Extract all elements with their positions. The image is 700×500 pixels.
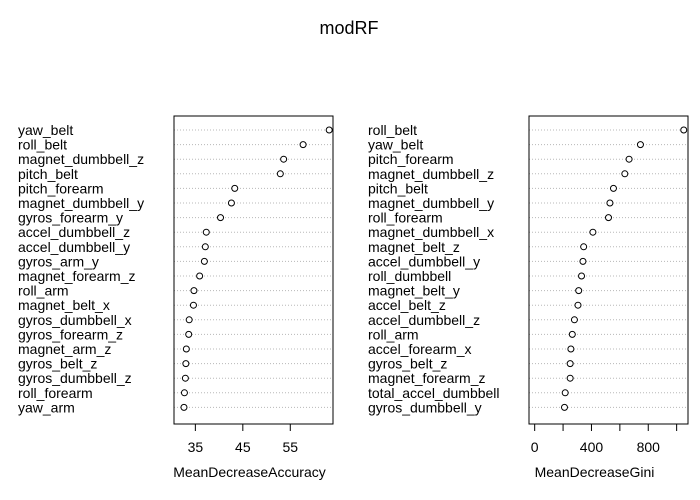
panel-mean-decrease-gini: roll_beltyaw_beltpitch_forearmmagnet_dum… (368, 115, 689, 480)
x-axis-title: MeanDecreaseGini (535, 464, 655, 480)
point-roll-forearm (605, 214, 612, 222)
point-roll-dumbbell (578, 272, 586, 280)
point-gyros-dumbbell-y (560, 403, 568, 411)
category-label-roll-arm: roll_arm (18, 283, 69, 299)
category-label-magnet-dumbbell-y: magnet_dumbbell_y (18, 195, 144, 211)
point-gyros-dumbbell-z (181, 374, 189, 382)
point-accel-belt-z (574, 301, 582, 309)
category-label-accel-forearm-x: accel_forearm_x (368, 341, 472, 357)
x-tick-label: 35 (188, 439, 204, 455)
point-accel-dumbbell-y (579, 257, 587, 265)
point-magnet-belt-x (189, 301, 197, 309)
point-gyros-forearm-z (185, 330, 193, 338)
category-label-roll-arm: roll_arm (368, 326, 419, 342)
category-label-gyros-dumbbell-y: gyros_dumbbell_y (368, 399, 482, 415)
category-label-magnet-arm-z: magnet_arm_z (18, 341, 111, 357)
category-label-gyros-forearm-y: gyros_forearm_y (18, 210, 123, 226)
category-label-magnet-belt-x: magnet_belt_x (18, 297, 110, 313)
category-label-accel-dumbbell-z: accel_dumbbell_z (18, 224, 130, 240)
category-label-yaw-belt: yaw_belt (368, 137, 423, 153)
point-magnet-arm-z (182, 345, 190, 353)
point-roll-arm (568, 330, 576, 338)
point-roll-arm (190, 287, 198, 295)
point-roll-forearm (180, 389, 188, 397)
chart-title: modRF (319, 18, 378, 38)
point-magnet-dumbbell-x (589, 228, 597, 236)
point-gyros-belt-z (566, 360, 574, 368)
x-tick-label: 55 (282, 439, 298, 455)
category-label-magnet-forearm-z: magnet_forearm_z (368, 370, 486, 386)
point-accel-dumbbell-z (570, 316, 578, 324)
point-gyros-forearm-y (217, 214, 225, 222)
point-magnet-forearm-z (566, 374, 574, 382)
category-label-gyros-dumbbell-z: gyros_dumbbell_z (18, 370, 132, 386)
point-accel-dumbbell-z (202, 228, 210, 236)
category-label-magnet-forearm-z: magnet_forearm_z (18, 268, 136, 284)
point-magnet-dumbbell-z (280, 155, 288, 163)
point-gyros-dumbbell-x (185, 316, 193, 324)
category-label-magnet-dumbbell-z: magnet_dumbbell_z (18, 151, 144, 167)
category-label-magnet-dumbbell-z: magnet_dumbbell_z (368, 166, 494, 182)
point-gyros-arm-y (200, 257, 208, 265)
category-label-magnet-belt-z: magnet_belt_z (368, 239, 460, 255)
point-roll-belt (680, 126, 688, 134)
point-magnet-forearm-z (196, 272, 204, 280)
category-label-yaw-belt: yaw_belt (18, 122, 73, 138)
point-yaw-arm (180, 403, 188, 411)
category-label-gyros-belt-z: gyros_belt_z (18, 356, 97, 372)
category-label-accel-dumbbell-y: accel_dumbbell_y (18, 239, 130, 255)
point-magnet-dumbbell-z (621, 170, 629, 178)
point-magnet-belt-y (575, 287, 583, 295)
category-label-roll-forearm: roll_forearm (368, 210, 443, 226)
x-tick-label: 45 (235, 439, 251, 455)
point-yaw-belt (325, 126, 333, 134)
panel-mean-decrease-accuracy: yaw_beltroll_beltmagnet_dumbbell_zpitch_… (18, 115, 334, 480)
category-label-accel-dumbbell-y: accel_dumbbell_y (368, 253, 480, 269)
point-accel-forearm-x (567, 345, 575, 353)
category-label-pitch-belt: pitch_belt (368, 180, 428, 196)
category-label-roll-forearm: roll_forearm (18, 385, 93, 401)
x-tick-label: 800 (637, 439, 661, 455)
category-label-gyros-belt-z: gyros_belt_z (368, 356, 447, 372)
category-label-pitch-belt: pitch_belt (18, 166, 78, 182)
x-axis-title: MeanDecreaseAccuracy (173, 464, 326, 480)
point-roll-belt (299, 141, 307, 149)
point-pitch-belt (276, 170, 284, 178)
point-magnet-dumbbell-y (606, 199, 614, 207)
point-pitch-forearm (231, 184, 239, 192)
point-magnet-belt-z (580, 243, 588, 251)
category-label-accel-belt-z: accel_belt_z (368, 297, 446, 313)
category-label-yaw-arm: yaw_arm (18, 399, 75, 415)
category-label-accel-dumbbell-z: accel_dumbbell_z (368, 312, 480, 328)
category-label-total-accel-dumbbell: total_accel_dumbbell (368, 385, 500, 401)
category-label-roll-belt: roll_belt (18, 137, 67, 153)
category-label-roll-dumbbell: roll_dumbbell (368, 268, 451, 284)
x-tick-label: 400 (580, 439, 604, 455)
category-label-gyros-forearm-z: gyros_forearm_z (18, 326, 123, 342)
category-label-magnet-dumbbell-x: magnet_dumbbell_x (368, 224, 494, 240)
point-pitch-forearm (625, 155, 633, 163)
category-label-roll-belt: roll_belt (368, 122, 417, 138)
category-label-pitch-forearm: pitch_forearm (18, 180, 104, 196)
category-label-pitch-forearm: pitch_forearm (368, 151, 454, 167)
x-tick-label: 0 (531, 439, 539, 455)
category-label-magnet-dumbbell-y: magnet_dumbbell_y (368, 195, 494, 211)
point-magnet-dumbbell-y (227, 199, 235, 207)
category-label-gyros-dumbbell-x: gyros_dumbbell_x (18, 312, 132, 328)
point-total-accel-dumbbell (561, 389, 569, 397)
point-yaw-belt (636, 141, 644, 149)
category-label-magnet-belt-y: magnet_belt_y (368, 283, 460, 299)
category-label-gyros-arm-y: gyros_arm_y (18, 253, 99, 269)
point-accel-dumbbell-y (201, 243, 209, 251)
point-pitch-belt (609, 184, 617, 192)
point-gyros-belt-z (182, 360, 190, 368)
